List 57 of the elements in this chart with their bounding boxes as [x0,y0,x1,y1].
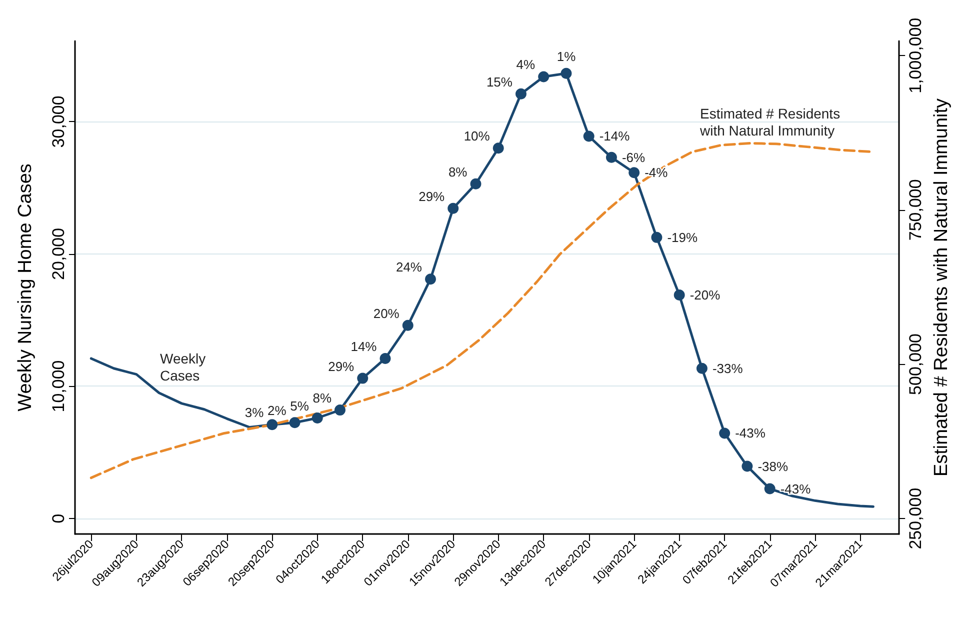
point [764,483,776,494]
annotation: 20% [373,306,400,321]
annotation: Weekly Cases [160,350,206,384]
point [492,142,504,154]
point [742,460,753,472]
point [448,202,459,214]
annotation: 2% [267,403,287,418]
annotation: -19% [667,230,698,245]
y-tick-label: 0 [49,514,68,524]
point [696,362,708,374]
point [357,372,368,384]
annotation: 8% [312,390,332,406]
annotation: -43% [735,426,766,441]
annotation: -33% [712,360,744,376]
annotation: -38% [758,458,788,474]
point [515,88,526,100]
point [538,71,550,82]
point [560,68,572,79]
point [628,167,640,178]
annotation: 14% [350,338,378,354]
point [583,130,594,142]
annotation: 29% [418,188,446,204]
y2-tick-label: 500,000 [906,334,926,395]
annotation: -14% [599,128,630,144]
annotation: -43% [780,481,812,496]
point [312,412,323,424]
point [425,274,436,285]
annotation: 1% [556,48,576,64]
point [289,417,300,428]
annotation: 15% [486,74,513,90]
annotation: -6% [622,150,646,165]
y2-tick-label: 1,000,000 [906,18,926,94]
y-tick-label: 10,000 [49,360,68,412]
annotation: 8% [448,164,468,180]
annotation: -20% [690,287,721,302]
point [380,352,391,364]
annotation: Estimated # Residents with Natural Immunity [699,106,840,138]
annotation: 3% [244,405,264,420]
point [470,178,482,190]
point [334,404,346,416]
y-tick-label: 30,000 [49,96,68,148]
annotation: 10% [464,128,490,144]
point [606,152,617,163]
annotation: 5% [290,398,310,414]
annotation: 24% [396,260,422,275]
y2-axis-title: Estimated # Residents with Natural Immunity [931,98,952,477]
point [651,232,662,243]
y-tick-label: 20,000 [49,228,68,280]
annotation: 29% [328,358,355,374]
annotation: 4% [516,57,536,72]
point [402,320,414,331]
point [674,289,685,300]
point [266,419,278,430]
y2-tick-label: 250,000 [906,488,926,550]
point [719,428,730,439]
y-axis-title: Weekly Nursing Home Cases [15,164,36,412]
y2-tick-label: 750,000 [906,179,926,241]
